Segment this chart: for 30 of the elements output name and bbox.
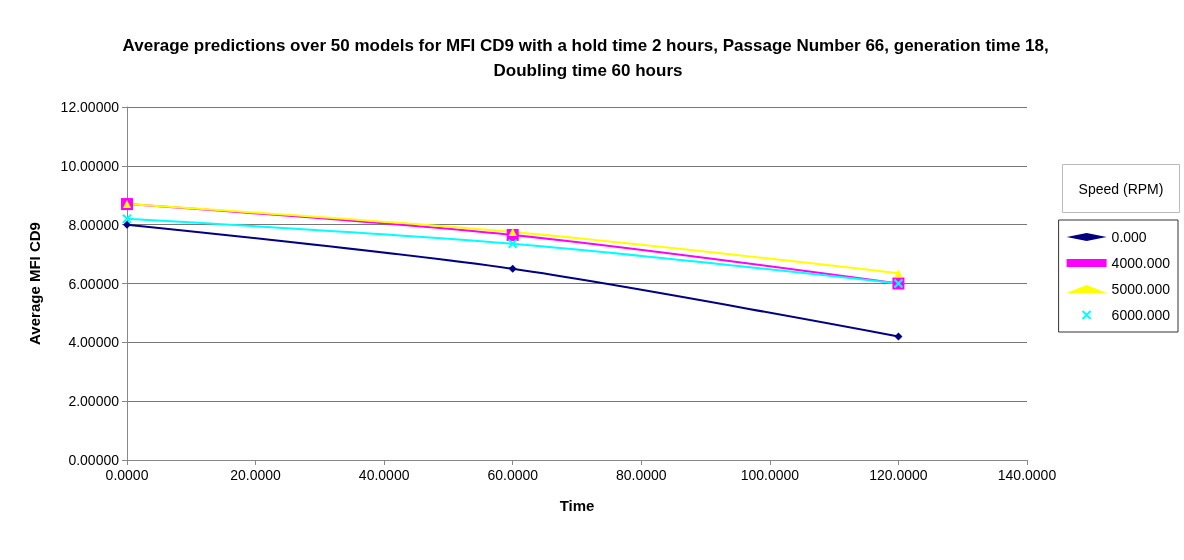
x-tick-label: 80.0000 [615, 467, 667, 483]
y-tick-label: 4.00000 [68, 334, 120, 351]
y-tick-label: 2.00000 [68, 393, 120, 410]
y-tick-label: 0.00000 [68, 452, 120, 468]
x-tick-label: 100.0000 [740, 467, 800, 483]
legend-label: 5000.000 [1111, 281, 1171, 297]
point [507, 238, 518, 249]
legend-label: 0.000 [1111, 229, 1147, 245]
x-axis-title: Time [559, 497, 595, 514]
legend-label: 4000.000 [1111, 255, 1171, 271]
y-tick-label: 12.00000 [60, 99, 120, 115]
x-tick-label: 20.0000 [230, 467, 282, 483]
y-tick-label: 6.00000 [68, 275, 120, 292]
y-tick-label: 8.00000 [68, 216, 120, 233]
x-tick-label: 40.0000 [358, 467, 410, 483]
y-tick-label: 10.00000 [60, 157, 120, 174]
point [508, 264, 517, 273]
x-tick-label: 120.0000 [869, 467, 928, 483]
point [894, 269, 903, 278]
point [508, 228, 517, 237]
chart-title: Average predictions over 50 models for MFI CD9 with a hold time 2 hours, Passage Number 66, generation time 18, Doubling time 60 hours [122, 36, 1054, 80]
y-axis-title: Average MFI CD9 [26, 222, 43, 345]
legend-label: 6000.000 [1111, 307, 1171, 323]
x-tick-label: 140.0000 [997, 467, 1057, 483]
point [894, 332, 903, 341]
x-tick-label: 0.0000 [105, 467, 149, 483]
x-tick-label: 60.0000 [487, 467, 539, 483]
legend-title: Speed (RPM) [1078, 180, 1164, 197]
point [123, 220, 131, 229]
point [122, 213, 132, 224]
